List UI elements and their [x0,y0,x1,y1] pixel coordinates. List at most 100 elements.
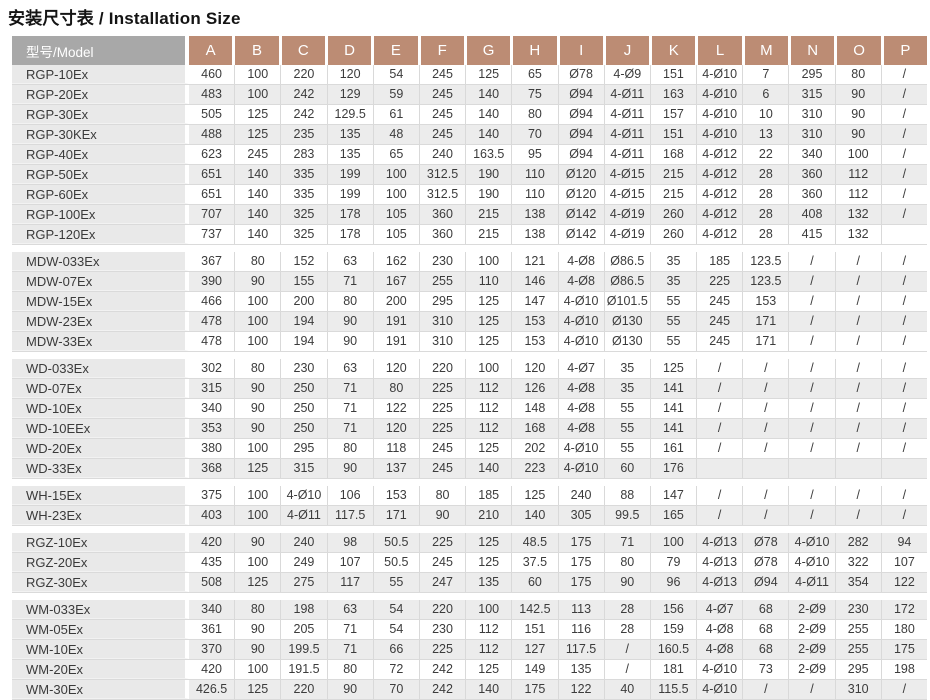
value-cell-O: / [834,312,881,331]
table-row: RGP-10Ex 460 100 220 120 54 245 125 65 Ø78 4-Ø9 151… [12,65,927,85]
value-cell-N: / [788,312,834,331]
value-cell-A: 478 [201,334,223,348]
value-cell-I: 4-Ø8 [557,399,604,418]
value-cell-M: 153 [742,292,788,311]
table-row: WM-033Ex 340 80 198 63 54 220 100 142.5 113 28 156 4… [12,600,927,620]
value-cell-J: 4-Ø11 [603,145,650,164]
value-cell-H: 80 [511,105,557,124]
value-cell-K: 100 [649,533,696,552]
value-cell-B: 80 [234,252,280,271]
value-cell-A: 380 [201,441,223,455]
value-cell-A: 420 [201,662,223,676]
table-row: MDW-23Ex 478 100 194 90 191 310 125 153 4-Ø10 Ø130… [12,312,927,332]
value-cell-A: 460 [201,67,223,81]
value-cell-D: 80 [326,660,373,679]
value-cell-D: 129 [326,85,373,104]
value-cell-E: 50.5 [372,533,419,552]
value-cell-P: / [880,680,927,699]
value-cell-P: 107 [880,553,927,572]
value-cell-E: 118 [372,439,419,458]
value-cell-G: 215 [465,225,511,244]
value-cell-A: 508 [201,575,223,589]
value-cell-N: / [788,332,834,351]
table-row: RGP-120Ex 737 140 325 178 105 360 215 138 Ø142 4-Ø… [12,225,927,245]
value-cell-M: / [742,419,788,438]
value-cell-F: 360 [418,225,465,244]
model-cell: WH-23Ex [12,506,189,525]
value-cell-N: / [788,439,834,458]
value-cell-L: 4-Ø12 [696,185,742,204]
value-cell-A: 315 [201,381,223,395]
value-cell-K: 215 [649,185,696,204]
model-cell: WD-033Ex [12,359,189,378]
value-cell-D: 71 [326,379,373,398]
value-cell-J: 99.5 [603,506,650,525]
value-cell-G: 135 [465,573,511,592]
value-cell-G: 125 [465,312,511,331]
value-cell-J: Ø86.5 [603,252,650,271]
column-header-K: K [649,36,696,65]
value-cell-J: 55 [603,399,650,418]
value-cell-C: 4-Ø10 [280,486,326,505]
value-cell-L: / [696,419,742,438]
value-cell-H: 202 [511,439,557,458]
model-cell: RGP-20Ex [12,85,189,104]
value-cell-H: 151 [511,620,557,639]
value-cell-A: 368 [201,461,223,475]
value-cell-D: 71 [326,399,373,418]
model-cell: MDW-33Ex [12,332,189,351]
value-cell-A: 505 [201,107,223,121]
table-row: RGZ-10Ex 420 90 240 98 50.5 225 125 48.5 175 71 100… [12,533,927,553]
value-cell-B: 100 [234,85,280,104]
value-cell-E: 61 [372,105,419,124]
model-cell: MDW-15Ex [12,292,189,311]
value-cell-O: 295 [834,660,881,679]
model-cell: WM-20Ex [12,660,189,679]
value-cell-B: 125 [234,573,280,592]
value-cell-D: 71 [326,620,373,639]
value-cell-P: / [880,332,927,351]
value-cell-I: Ø94 [557,145,604,164]
value-cell-G: 185 [465,486,511,505]
value-cell-B: 100 [234,332,280,351]
column-header-L: L [695,36,742,65]
value-cell-J: 35 [603,379,650,398]
value-cell-O: / [834,486,881,505]
value-cell-O: 132 [834,225,881,244]
value-cell-H: 146 [511,272,557,291]
value-cell-N: 360 [788,165,834,184]
value-cell-F: 310 [418,332,465,351]
value-cell-I: 305 [557,506,604,525]
table-row: RGP-50Ex 651 140 335 199 100 312.5 190 110 Ø120 4-… [12,165,927,185]
value-cell-L: 245 [696,332,742,351]
value-cell-H: 65 [511,65,557,84]
column-header-H: H [510,36,557,65]
value-cell-I: Ø94 [557,105,604,124]
value-cell-C: 325 [280,205,326,224]
value-cell-B: 80 [234,600,280,619]
value-cell-K: 35 [649,272,696,291]
value-cell-C: 283 [280,145,326,164]
value-cell-C: 250 [280,379,326,398]
value-cell-P: / [880,85,927,104]
value-cell-F: 90 [418,506,465,525]
value-cell-J: 71 [603,533,650,552]
value-cell-C: 315 [280,459,326,478]
value-cell-I: Ø78 [557,65,604,84]
value-cell-E: 167 [372,272,419,291]
value-cell-L: / [696,439,742,458]
value-cell-A: 466 [201,294,223,308]
value-cell-N: 2-Ø9 [788,620,834,639]
value-cell-M: 22 [742,145,788,164]
value-cell-N: 4-Ø10 [788,553,834,572]
value-cell-J: 4-Ø15 [603,165,650,184]
value-cell-M: 171 [742,332,788,351]
value-cell-A: 426.5 [195,682,228,696]
value-cell-B: 100 [234,506,280,525]
value-cell-I: 175 [557,533,604,552]
value-cell-N: 415 [788,225,834,244]
table-row: WD-10Ex 340 90 250 71 122 225 112 148 4-Ø8 55 141//… [12,399,927,419]
value-cell-E: 70 [372,680,419,699]
value-cell-D: 63 [326,359,373,378]
value-cell-L: 4-Ø12 [696,165,742,184]
